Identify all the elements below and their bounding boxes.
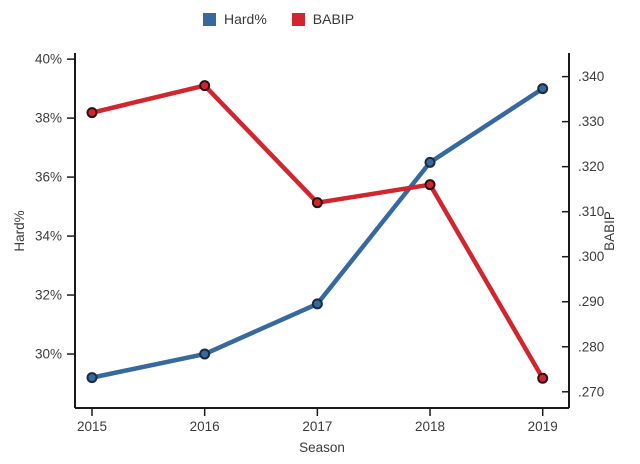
legend: Hard% BABIP (203, 11, 354, 27)
x-tick-label: 2018 (415, 419, 445, 434)
data-point-hard (424, 156, 436, 168)
x-tick-label: 2015 (77, 419, 107, 434)
legend-item-hard[interactable]: Hard% (203, 11, 267, 27)
legend-item-babip[interactable]: BABIP (291, 11, 355, 27)
left-tick-label: 32% (35, 288, 62, 303)
legend-swatch-icon (291, 12, 305, 26)
data-point-babip (199, 80, 211, 92)
left-tick-label: 40% (35, 52, 62, 67)
data-point-babip (424, 179, 436, 191)
right-tick-label: .300 (578, 249, 604, 264)
x-tick-label: 2016 (190, 419, 220, 434)
x-axis-title: Season (299, 440, 345, 455)
right-tick-label: .290 (578, 294, 604, 309)
data-point-babip (311, 197, 323, 209)
right-tick-label: .340 (578, 69, 604, 84)
left-axis-title: Hard% (12, 210, 27, 251)
legend-swatch-icon (203, 12, 216, 26)
legend-label: BABIP (312, 11, 355, 27)
x-tick-label: 2019 (528, 419, 558, 434)
x-tick-label: 2017 (302, 419, 332, 434)
data-point-babip (537, 372, 549, 384)
data-point-hard (537, 83, 549, 95)
data-point-babip (86, 107, 98, 119)
data-point-hard (199, 348, 211, 360)
right-tick-label: .280 (578, 339, 604, 354)
left-tick-label: 38% (35, 111, 62, 126)
left-tick-label: 36% (35, 170, 62, 185)
right-tick-label: .270 (578, 384, 604, 399)
right-tick-label: .310 (578, 204, 604, 219)
data-point-hard (311, 298, 323, 310)
series-line-babip (89, 83, 545, 381)
right-tick-label: .320 (578, 159, 604, 174)
data-point-hard (86, 372, 98, 384)
left-tick-label: 30% (35, 347, 62, 362)
left-tick-label: 34% (35, 229, 62, 244)
series-line-hard (89, 86, 545, 380)
right-axis-title: BABIP (602, 211, 617, 251)
right-tick-label: .330 (578, 114, 604, 129)
legend-label: Hard% (224, 11, 267, 27)
